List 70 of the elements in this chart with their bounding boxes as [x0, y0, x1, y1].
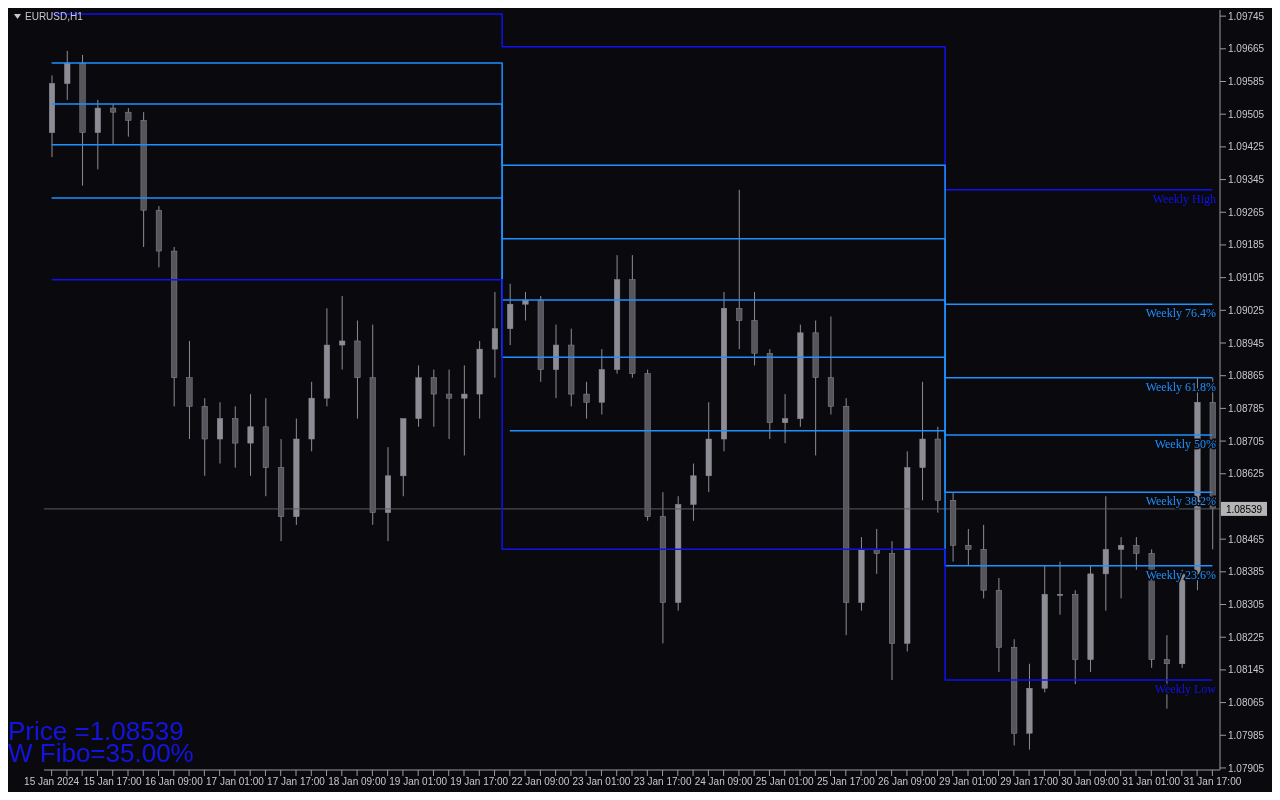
candlestick: [782, 393, 789, 444]
x-tick-label: 29 Jan 01:00: [939, 776, 998, 788]
series-label: Weekly High: [1152, 191, 1216, 206]
y-tick-label: 1.09745: [1228, 10, 1265, 22]
candlestick: [64, 50, 71, 101]
candlestick: [339, 295, 346, 371]
candlestick: [965, 528, 972, 567]
y-tick-label: 1.09265: [1228, 206, 1265, 218]
y-tick-label: 1.08465: [1228, 533, 1265, 545]
y-tick-label: 1.08065: [1228, 697, 1265, 709]
candlestick: [446, 369, 453, 440]
x-tick-label: 15 Jan 17:00: [83, 776, 143, 788]
y-tick-label: 1.08625: [1228, 468, 1265, 480]
x-tick-label: 29 Jan 17:00: [1000, 776, 1059, 788]
y-tick-label: 1.09105: [1228, 272, 1265, 284]
candlestick: [1057, 561, 1063, 616]
candlestick: [583, 381, 590, 420]
candlestick: [736, 189, 743, 350]
series-label: Weekly 76.4%: [1145, 306, 1216, 321]
y-tick-label: 1.09505: [1228, 108, 1265, 120]
series-label: Weekly 61.8%: [1145, 379, 1216, 394]
y-tick-label: 1.08385: [1228, 566, 1265, 578]
candlestick: [125, 107, 132, 138]
series-label: Weekly 23.6%: [1145, 567, 1216, 582]
y-tick-label: 1.08305: [1228, 599, 1265, 611]
series-label: Weekly Low: [1154, 682, 1217, 697]
candlestick: [110, 103, 117, 146]
y-tick-label: 1.09345: [1228, 174, 1265, 186]
y-tick-label: 1.07985: [1228, 729, 1265, 741]
candlestick: [461, 364, 468, 456]
y-tick-label: 1.08145: [1228, 664, 1265, 676]
y-tick-label: 1.08785: [1228, 402, 1265, 414]
x-tick-label: 31 Jan 01:00: [1122, 776, 1181, 788]
y-tick-label: 1.09025: [1228, 304, 1265, 316]
candlestick: [1118, 536, 1125, 599]
x-tick-label: 23 Jan 01:00: [572, 776, 631, 788]
y-tick-label: 1.08945: [1228, 337, 1265, 349]
y-tick-label: 1.09425: [1228, 141, 1265, 153]
chart-title: EURUSD,H1: [25, 11, 83, 22]
x-tick-label: 22 Jan 09:00: [511, 776, 570, 788]
y-tick-label: 1.09185: [1228, 239, 1265, 251]
candlestick: [430, 369, 437, 428]
x-tick-label: 18 Jan 09:00: [328, 776, 387, 788]
x-tick-label: 19 Jan 17:00: [450, 776, 509, 788]
x-tick-label: 24 Jan 09:00: [694, 776, 753, 788]
candlestick: [873, 528, 880, 575]
x-tick-label: 25 Jan 01:00: [755, 776, 815, 788]
x-tick-label: 30 Jan 09:00: [1061, 776, 1120, 788]
y-tick-label: 1.08705: [1228, 435, 1265, 447]
x-tick-label: 17 Jan 01:00: [206, 776, 265, 788]
candlestick: [1133, 536, 1140, 571]
candlestick: [247, 393, 254, 477]
y-tick-label: 1.09665: [1228, 43, 1265, 55]
ref-line-label: 1.08539: [1225, 503, 1263, 515]
x-tick-label: 16 Jan 09:00: [144, 776, 204, 788]
candlestick: [522, 291, 529, 322]
series-label: Weekly 50%: [1154, 436, 1216, 451]
y-tick-label: 1.08225: [1228, 631, 1265, 643]
candlestick: [491, 291, 498, 379]
x-tick-label: 25 Jan 17:00: [816, 776, 876, 788]
x-tick-label: 17 Jan 17:00: [267, 776, 326, 788]
y-tick-label: 1.07905: [1228, 762, 1265, 774]
x-tick-label: 26 Jan 09:00: [878, 776, 937, 788]
candlestick: [217, 401, 223, 465]
x-tick-label: 31 Jan 17:00: [1183, 776, 1242, 788]
x-tick-label: 19 Jan 01:00: [389, 776, 448, 788]
x-tick-label: 23 Jan 17:00: [633, 776, 692, 788]
y-tick-label: 1.09585: [1228, 76, 1265, 88]
y-tick-label: 1.08865: [1228, 370, 1265, 382]
x-tick-label: 15 Jan 2024: [24, 776, 80, 788]
